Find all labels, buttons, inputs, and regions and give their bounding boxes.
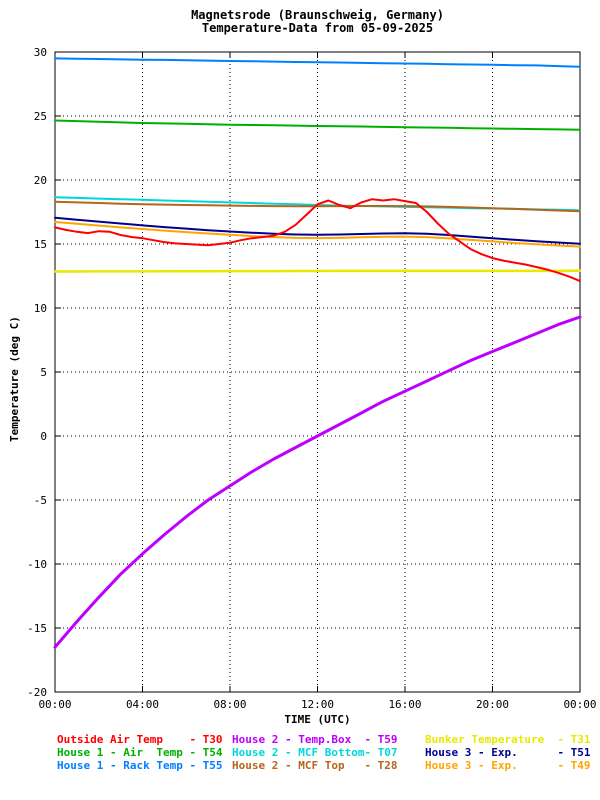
legend-item-T31: Bunker Temperature - T31 — [425, 733, 591, 746]
legend-label: House 1 - Rack Temp — [57, 759, 183, 772]
y-tick-label: 10 — [34, 302, 47, 315]
series-line-T30 — [54, 198, 581, 283]
x-tick-label: 00:00 — [563, 698, 596, 711]
x-tick-label: 12:00 — [301, 698, 334, 711]
legend-label: House 3 - Exp. — [425, 746, 518, 759]
legend-item-T07: House 2 - MCF Bottom- T07 — [232, 746, 398, 759]
x-tick-label: 04:00 — [126, 698, 159, 711]
x-tick-label: 20:00 — [476, 698, 509, 711]
legend-item-T49: House 3 - Exp. - T49 — [425, 759, 591, 772]
chart-title: Magnetsrode (Braunschweig, Germany) — [191, 8, 444, 22]
series-line-T55 — [54, 57, 581, 68]
series-line-T59 — [53, 315, 582, 649]
chart-subtitle: Temperature-Data from 05-09-2025 — [201, 21, 434, 35]
legend-label: Outside Air Temp — [57, 733, 163, 746]
legend-series-code: - T49 — [557, 759, 591, 772]
y-tick-label: 20 — [34, 174, 47, 187]
y-tick-label: 15 — [34, 238, 47, 251]
y-tick-label: -10 — [27, 558, 47, 571]
y-tick-label: 5 — [40, 366, 47, 379]
series-line-T51 — [54, 216, 581, 245]
legend-label: Bunker Temperature — [425, 733, 545, 746]
series-line-T31 — [53, 269, 582, 273]
y-tick-label: -20 — [27, 686, 47, 699]
series-line-T54 — [54, 119, 581, 131]
y-tick-label: 30 — [34, 46, 47, 59]
y-tick-label: -15 — [27, 622, 47, 635]
legend-series-code: - T28 — [364, 759, 398, 772]
legend-series-code: - T31 — [557, 733, 591, 746]
x-axis-label: TIME (UTC) — [284, 713, 351, 726]
legend-item-T54: House 1 - Air Temp - T54 — [57, 746, 223, 759]
x-tick-label: 08:00 — [213, 698, 246, 711]
legend-series-code: - T54 — [189, 746, 223, 759]
legend-item-T51: House 3 - Exp. - T51 — [425, 746, 591, 759]
x-tick-label: 00:00 — [38, 698, 71, 711]
legend-series-code: - T30 — [189, 733, 223, 746]
legend-series-code: - T51 — [557, 746, 591, 759]
legend-series-code: - T55 — [189, 759, 223, 772]
legend-item-T55: House 1 - Rack Temp - T55 — [57, 759, 223, 772]
y-tick-label: 0 — [40, 430, 47, 443]
legend-item-T30: Outside Air Temp - T30 — [57, 733, 223, 746]
y-tick-label: -5 — [34, 494, 47, 507]
legend-series-code: - T07 — [364, 746, 398, 759]
series-line-T49 — [54, 221, 581, 248]
y-tick-label: 25 — [34, 110, 47, 123]
legend-label: House 1 - Air Temp — [57, 746, 183, 759]
legend-label: House 2 - MCF Bottom — [232, 746, 365, 759]
legend-item-T59: House 2 - Temp.Box - T59 — [232, 733, 398, 746]
legend-label: House 2 - Temp.Box — [232, 733, 352, 746]
x-tick-label: 16:00 — [388, 698, 421, 711]
series-line-T28 — [54, 200, 581, 213]
legend-item-T28: House 2 - MCF Top - T28 — [232, 759, 398, 772]
legend-series-code: - T59 — [364, 733, 398, 746]
legend-label: House 2 - MCF Top — [232, 759, 345, 772]
legend-label: House 3 - Exp. — [425, 759, 518, 772]
